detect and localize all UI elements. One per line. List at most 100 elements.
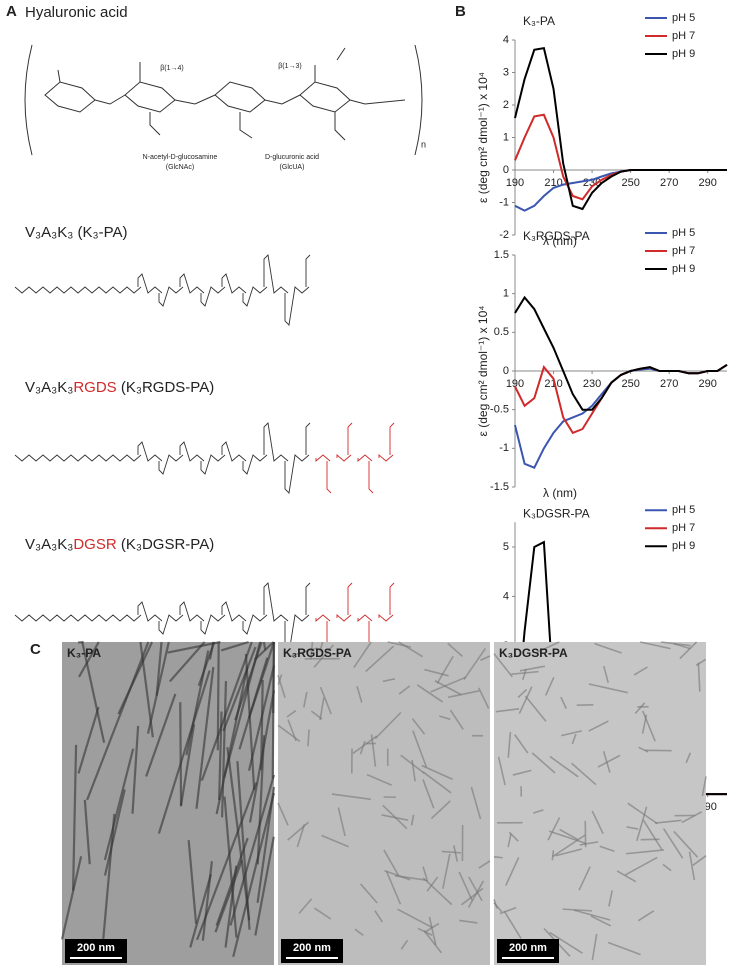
- fiber: [701, 776, 707, 797]
- fiber: [398, 685, 411, 695]
- fiber: [591, 933, 598, 961]
- fiber: [307, 729, 310, 747]
- bond-label: β(1→3): [278, 63, 301, 70]
- fiber: [179, 724, 196, 807]
- fiber: [131, 725, 140, 814]
- micrograph-label: K₃-PA: [67, 646, 101, 660]
- structure-title: Hyaluronic acid: [25, 4, 128, 21]
- fiber: [189, 873, 212, 948]
- fiber: [319, 697, 325, 721]
- fiber: [374, 910, 384, 923]
- panel-c: C K₃-PA 200 nm K₃RGDS-PA 200 nm K₃DGSR-PA 200…: [30, 640, 707, 965]
- peptide-title: V₃A₃K₃DGSR (K₃DGSR-PA): [25, 536, 214, 553]
- fiber: [244, 653, 256, 790]
- fiber: [248, 690, 276, 823]
- x-axis-label: λ (nm): [543, 486, 577, 500]
- fiber: [480, 655, 491, 661]
- y-axis-label: ε (deg cm² dmol⁻¹) x 10⁴: [476, 72, 490, 203]
- cd-chart: -1.5 -1 -0.5 0 0.5 1 1.5 190 210 230 250 270 290 K₃RG…: [476, 227, 728, 500]
- fiber: [310, 641, 314, 660]
- fiber: [477, 687, 490, 709]
- y-tick-label: 4: [503, 34, 509, 46]
- epitope: DGSR: [73, 536, 117, 553]
- fiber: [636, 806, 648, 842]
- fiber: [594, 642, 622, 654]
- fiber: [298, 898, 313, 914]
- fiber: [422, 866, 428, 880]
- panel-label: B: [455, 3, 466, 20]
- peptide-name: (K₃-PA): [78, 224, 128, 241]
- fiber: [428, 916, 437, 946]
- fiber: [319, 686, 332, 715]
- fiber: [439, 715, 451, 721]
- fiber: [382, 678, 396, 683]
- fiber: [200, 641, 253, 781]
- fiber: [638, 746, 649, 753]
- molecule: [14, 582, 311, 654]
- x-tick-label: 290: [699, 177, 717, 189]
- chart-title: K₃DGSR-PA: [523, 506, 590, 520]
- fiber: [463, 648, 487, 680]
- fiber: [673, 830, 699, 858]
- molecule: [14, 422, 311, 494]
- legend-label: pH 7: [672, 245, 695, 257]
- fiber: [296, 823, 306, 848]
- y-tick-label: 1: [503, 288, 509, 300]
- fiber: [531, 752, 556, 774]
- fiber: [692, 855, 707, 866]
- fiber: [514, 734, 529, 754]
- fiber: [512, 769, 532, 776]
- panel-label: A: [6, 3, 17, 20]
- x-tick-label: 210: [544, 378, 562, 390]
- fiber: [214, 860, 243, 933]
- fiber: [560, 696, 567, 709]
- fiber: [470, 786, 482, 820]
- fiber: [599, 845, 615, 853]
- fiber: [597, 754, 621, 768]
- fiber: [412, 730, 428, 768]
- fiber: [697, 662, 701, 692]
- y-tick-label: 4: [503, 590, 509, 602]
- fiber: [571, 733, 577, 745]
- fiber: [517, 688, 528, 698]
- fiber: [169, 641, 206, 683]
- fiber: [277, 724, 301, 743]
- bond-label: β(1→4): [160, 65, 183, 72]
- fiber: [253, 641, 275, 661]
- fiber: [478, 860, 491, 869]
- fiber: [519, 665, 546, 672]
- fiber: [370, 734, 377, 767]
- molecule-epitope: [315, 422, 395, 494]
- fiber: [422, 771, 452, 794]
- y-tick-label: 2: [503, 99, 509, 111]
- fiber: [302, 691, 308, 708]
- fiber: [625, 849, 665, 855]
- fiber: [254, 836, 275, 936]
- fiber: [547, 817, 561, 841]
- sequence: V₃A₃K₃: [25, 536, 73, 553]
- fiber: [83, 799, 91, 865]
- y-tick-label: 1.5: [494, 249, 509, 261]
- fiber: [662, 828, 684, 859]
- fiber: [458, 871, 473, 901]
- fiber: [354, 928, 364, 936]
- fiber: [551, 850, 555, 861]
- fiber: [590, 915, 612, 927]
- fiber: [430, 676, 467, 693]
- x-tick-label: 190: [506, 177, 524, 189]
- y-tick-label: 5: [503, 541, 509, 553]
- x-tick-label: 230: [583, 378, 601, 390]
- fiber: [449, 709, 464, 730]
- fiber: [421, 764, 453, 780]
- fiber: [314, 907, 332, 920]
- fiber: [521, 668, 527, 681]
- peptide-title: V₃A₃K₃RGDS (K₃RGDS-PA): [25, 379, 214, 396]
- fiber: [226, 746, 251, 921]
- fiber: [359, 883, 378, 904]
- fiber: [103, 748, 135, 861]
- scale-bar-label: 200 nm: [509, 942, 547, 954]
- fiber: [626, 826, 639, 830]
- fiber: [179, 702, 183, 806]
- fiber: [655, 819, 682, 824]
- fiber: [573, 909, 611, 921]
